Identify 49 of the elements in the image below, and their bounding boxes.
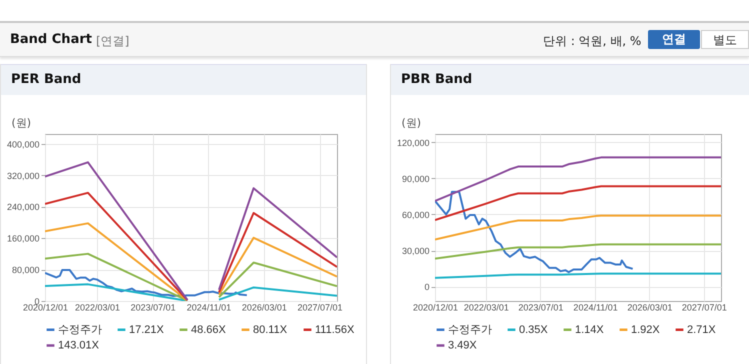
y-tick-label: 60,000 — [402, 210, 430, 220]
text: 연결 — [648, 30, 700, 49]
y-tick-label: 120,000 — [396, 138, 430, 148]
y-tick-label: 160,000 — [6, 234, 40, 244]
x-tick-label: 2024/11/01 — [573, 302, 618, 312]
y-axis-title: (원) — [12, 116, 32, 130]
chart-title: PER Band — [1, 64, 366, 95]
y-tick-label: 0 — [424, 282, 430, 292]
text: [연결] — [96, 33, 130, 50]
legend-label: 143.01X — [58, 340, 100, 352]
y-tick-label: 240,000 — [6, 202, 40, 212]
legend-label: 17.21X — [129, 324, 165, 336]
line-series — [435, 190, 634, 274]
chart-title: PBR Band — [391, 64, 749, 95]
x-tick-label: 2022/03/01 — [74, 302, 120, 312]
x-tick-label: 2020/12/01 — [22, 302, 68, 312]
y-tick-label: 30,000 — [402, 246, 430, 256]
y-tick-label: 80,000 — [12, 265, 40, 276]
legend-label: 80.11X — [253, 324, 288, 336]
legend-label: 48.66X — [191, 324, 227, 336]
line-series — [435, 243, 721, 260]
x-tick-label: 2026/03/01 — [627, 302, 672, 312]
y-tick-label: 90,000 — [402, 174, 430, 184]
x-tick-label: 2024/11/01 — [186, 302, 232, 312]
line-series — [435, 156, 721, 202]
text: 단위 : 억원, 배, % — [543, 33, 642, 50]
legend-label: 1.92X — [631, 324, 660, 336]
y-tick-label: 400,000 — [6, 139, 40, 150]
legend-label: 3.49X — [448, 340, 478, 352]
line-series — [45, 269, 248, 298]
legend-label: 0.35X — [519, 324, 548, 336]
legend-label: 수정주가 — [58, 324, 102, 336]
legend-label: 수정주가 — [448, 324, 492, 336]
x-tick-label: 2020/12/01 — [412, 302, 458, 312]
x-tick-label: 2022/03/01 — [464, 302, 509, 312]
legend-label: 1.14X — [575, 324, 604, 336]
legend-label: 2.71X — [687, 324, 716, 336]
text: Band Chart — [10, 32, 92, 47]
legend-label: 111.56X — [315, 324, 356, 336]
x-tick-label: 2026/03/01 — [242, 302, 287, 312]
text: 별도 — [701, 30, 749, 49]
y-axis-title: (원) — [402, 116, 422, 130]
x-tick-label: 2023/07/01 — [130, 302, 176, 312]
x-tick-label: 2027/07/01 — [298, 302, 343, 312]
x-tick-label: 2023/07/01 — [518, 302, 564, 312]
x-tick-label: 2027/07/01 — [682, 302, 727, 312]
line-series — [435, 214, 721, 240]
line-series — [435, 185, 721, 222]
y-tick-label: 320,000 — [6, 170, 40, 181]
